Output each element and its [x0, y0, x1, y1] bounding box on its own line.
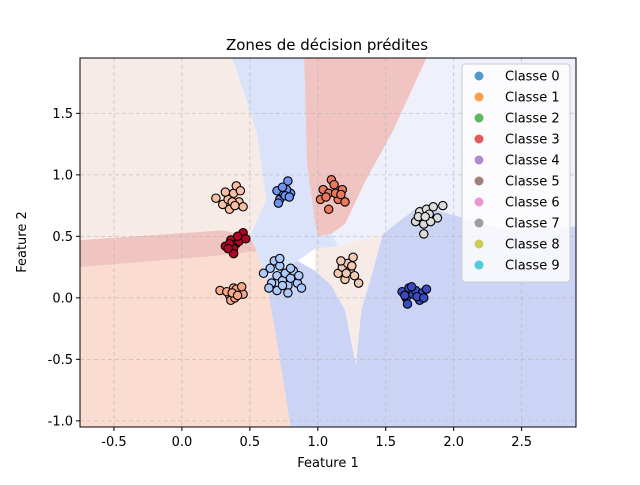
legend-label: Classe 8	[505, 238, 560, 253]
data-point-cluster-2	[238, 202, 248, 212]
legend-marker	[474, 71, 484, 81]
data-point-cluster-4	[329, 179, 339, 190]
legend-label: Classe 6	[505, 196, 560, 211]
y-tick-label: 1.0	[52, 168, 73, 183]
legend: Classe 0 Classe 1 Classe 2 Classe 3 Classe 4…	[461, 63, 571, 283]
data-point-cluster-0	[232, 290, 243, 301]
data-point-cluster-2	[220, 187, 231, 197]
data-point-cluster-8	[406, 282, 417, 292]
legend-marker	[474, 197, 484, 207]
data-point-cluster-7	[294, 270, 304, 281]
x-tick-label: 0.5	[240, 435, 261, 450]
x-tick-label: 2.0	[443, 435, 464, 450]
y-tick-label: -1.0	[48, 414, 73, 429]
decision-region-1	[80, 230, 257, 268]
scatter-points	[211, 175, 448, 309]
legend-label: Classe 5	[505, 175, 560, 190]
data-point-cluster-7	[275, 253, 285, 264]
data-point-cluster-1	[223, 243, 233, 254]
legend-label: Classe 2	[505, 112, 560, 127]
x-tick-label: 1.0	[307, 435, 328, 450]
legend-marker	[474, 113, 484, 123]
legend-marker	[474, 176, 484, 186]
data-point-cluster-1	[241, 234, 251, 244]
plot-frame	[79, 57, 577, 428]
data-point-cluster-5	[438, 200, 448, 211]
data-point-cluster-5	[428, 202, 439, 212]
data-point-cluster-2	[235, 186, 246, 196]
legend-marker	[474, 218, 484, 228]
data-point-cluster-4	[340, 197, 350, 207]
legend-label: Classe 9	[505, 259, 560, 274]
grid-lines	[80, 58, 576, 427]
data-point-cluster-7	[296, 283, 307, 293]
decision-region-0	[80, 251, 291, 427]
chart-title: Zones de décision prédites	[226, 36, 428, 54]
x-tick-label: 0.0	[172, 435, 193, 450]
data-point-cluster-7	[265, 263, 275, 274]
data-point-cluster-3	[277, 182, 288, 192]
y-tick-label: -0.5	[48, 353, 73, 368]
data-point-cluster-3	[284, 192, 295, 202]
legend-box	[461, 63, 571, 283]
x-tick-label: 2.5	[511, 435, 532, 450]
decision-region-6	[315, 233, 383, 366]
data-point-cluster-5	[419, 229, 429, 239]
x-tick-label: 1.5	[375, 435, 396, 450]
data-point-cluster-4	[336, 189, 346, 200]
data-point-cluster-6	[353, 278, 364, 288]
legend-marker	[474, 260, 484, 270]
decision-region-2	[80, 58, 267, 240]
data-point-cluster-1	[232, 231, 243, 242]
y-tick-label: 0.0	[52, 291, 73, 306]
legend-label: Classe 1	[505, 91, 560, 106]
data-point-cluster-7	[258, 268, 269, 279]
x-tick-label: -0.5	[101, 435, 126, 450]
legend-marker	[474, 155, 484, 165]
data-point-cluster-8	[421, 284, 432, 294]
data-point-cluster-2	[211, 193, 221, 203]
legend-label: Classe 3	[505, 133, 560, 148]
legend-marker	[474, 239, 484, 249]
data-point-cluster-8	[402, 299, 413, 309]
data-point-cluster-8	[400, 290, 410, 301]
data-point-cluster-6	[336, 256, 346, 266]
data-point-cluster-4	[321, 192, 331, 202]
y-axis-ticks: -1.0 -0.5 0.0 0.5 1.0 1.5	[48, 107, 80, 429]
data-point-cluster-6	[347, 261, 357, 271]
y-tick-label: 1.5	[52, 107, 73, 122]
legend-marker	[474, 92, 484, 102]
legend-marker	[474, 134, 484, 144]
legend-label: Classe 7	[505, 217, 560, 232]
legend-label: Classe 0	[505, 70, 560, 85]
y-axis-label: Feature 2	[15, 211, 30, 273]
x-axis-label: Feature 1	[297, 456, 359, 471]
data-point-cluster-7	[285, 263, 296, 274]
data-point-cluster-3	[273, 198, 284, 208]
data-point-cluster-7	[277, 280, 288, 291]
data-point-cluster-5	[420, 211, 430, 222]
data-point-cluster-7	[264, 283, 274, 293]
data-point-cluster-2	[230, 200, 240, 211]
data-point-cluster-6	[348, 252, 358, 263]
data-point-cluster-0	[236, 282, 247, 292]
data-point-cluster-7	[283, 288, 293, 298]
data-point-cluster-6	[341, 268, 352, 279]
legend-label: Classe 4	[505, 154, 560, 169]
y-tick-label: 0.5	[52, 230, 73, 245]
x-axis-ticks: -0.5 0.0 0.5 1.0 1.5 2.0 2.5	[101, 427, 532, 450]
data-point-cluster-8	[419, 293, 429, 303]
data-point-cluster-4	[323, 204, 334, 215]
